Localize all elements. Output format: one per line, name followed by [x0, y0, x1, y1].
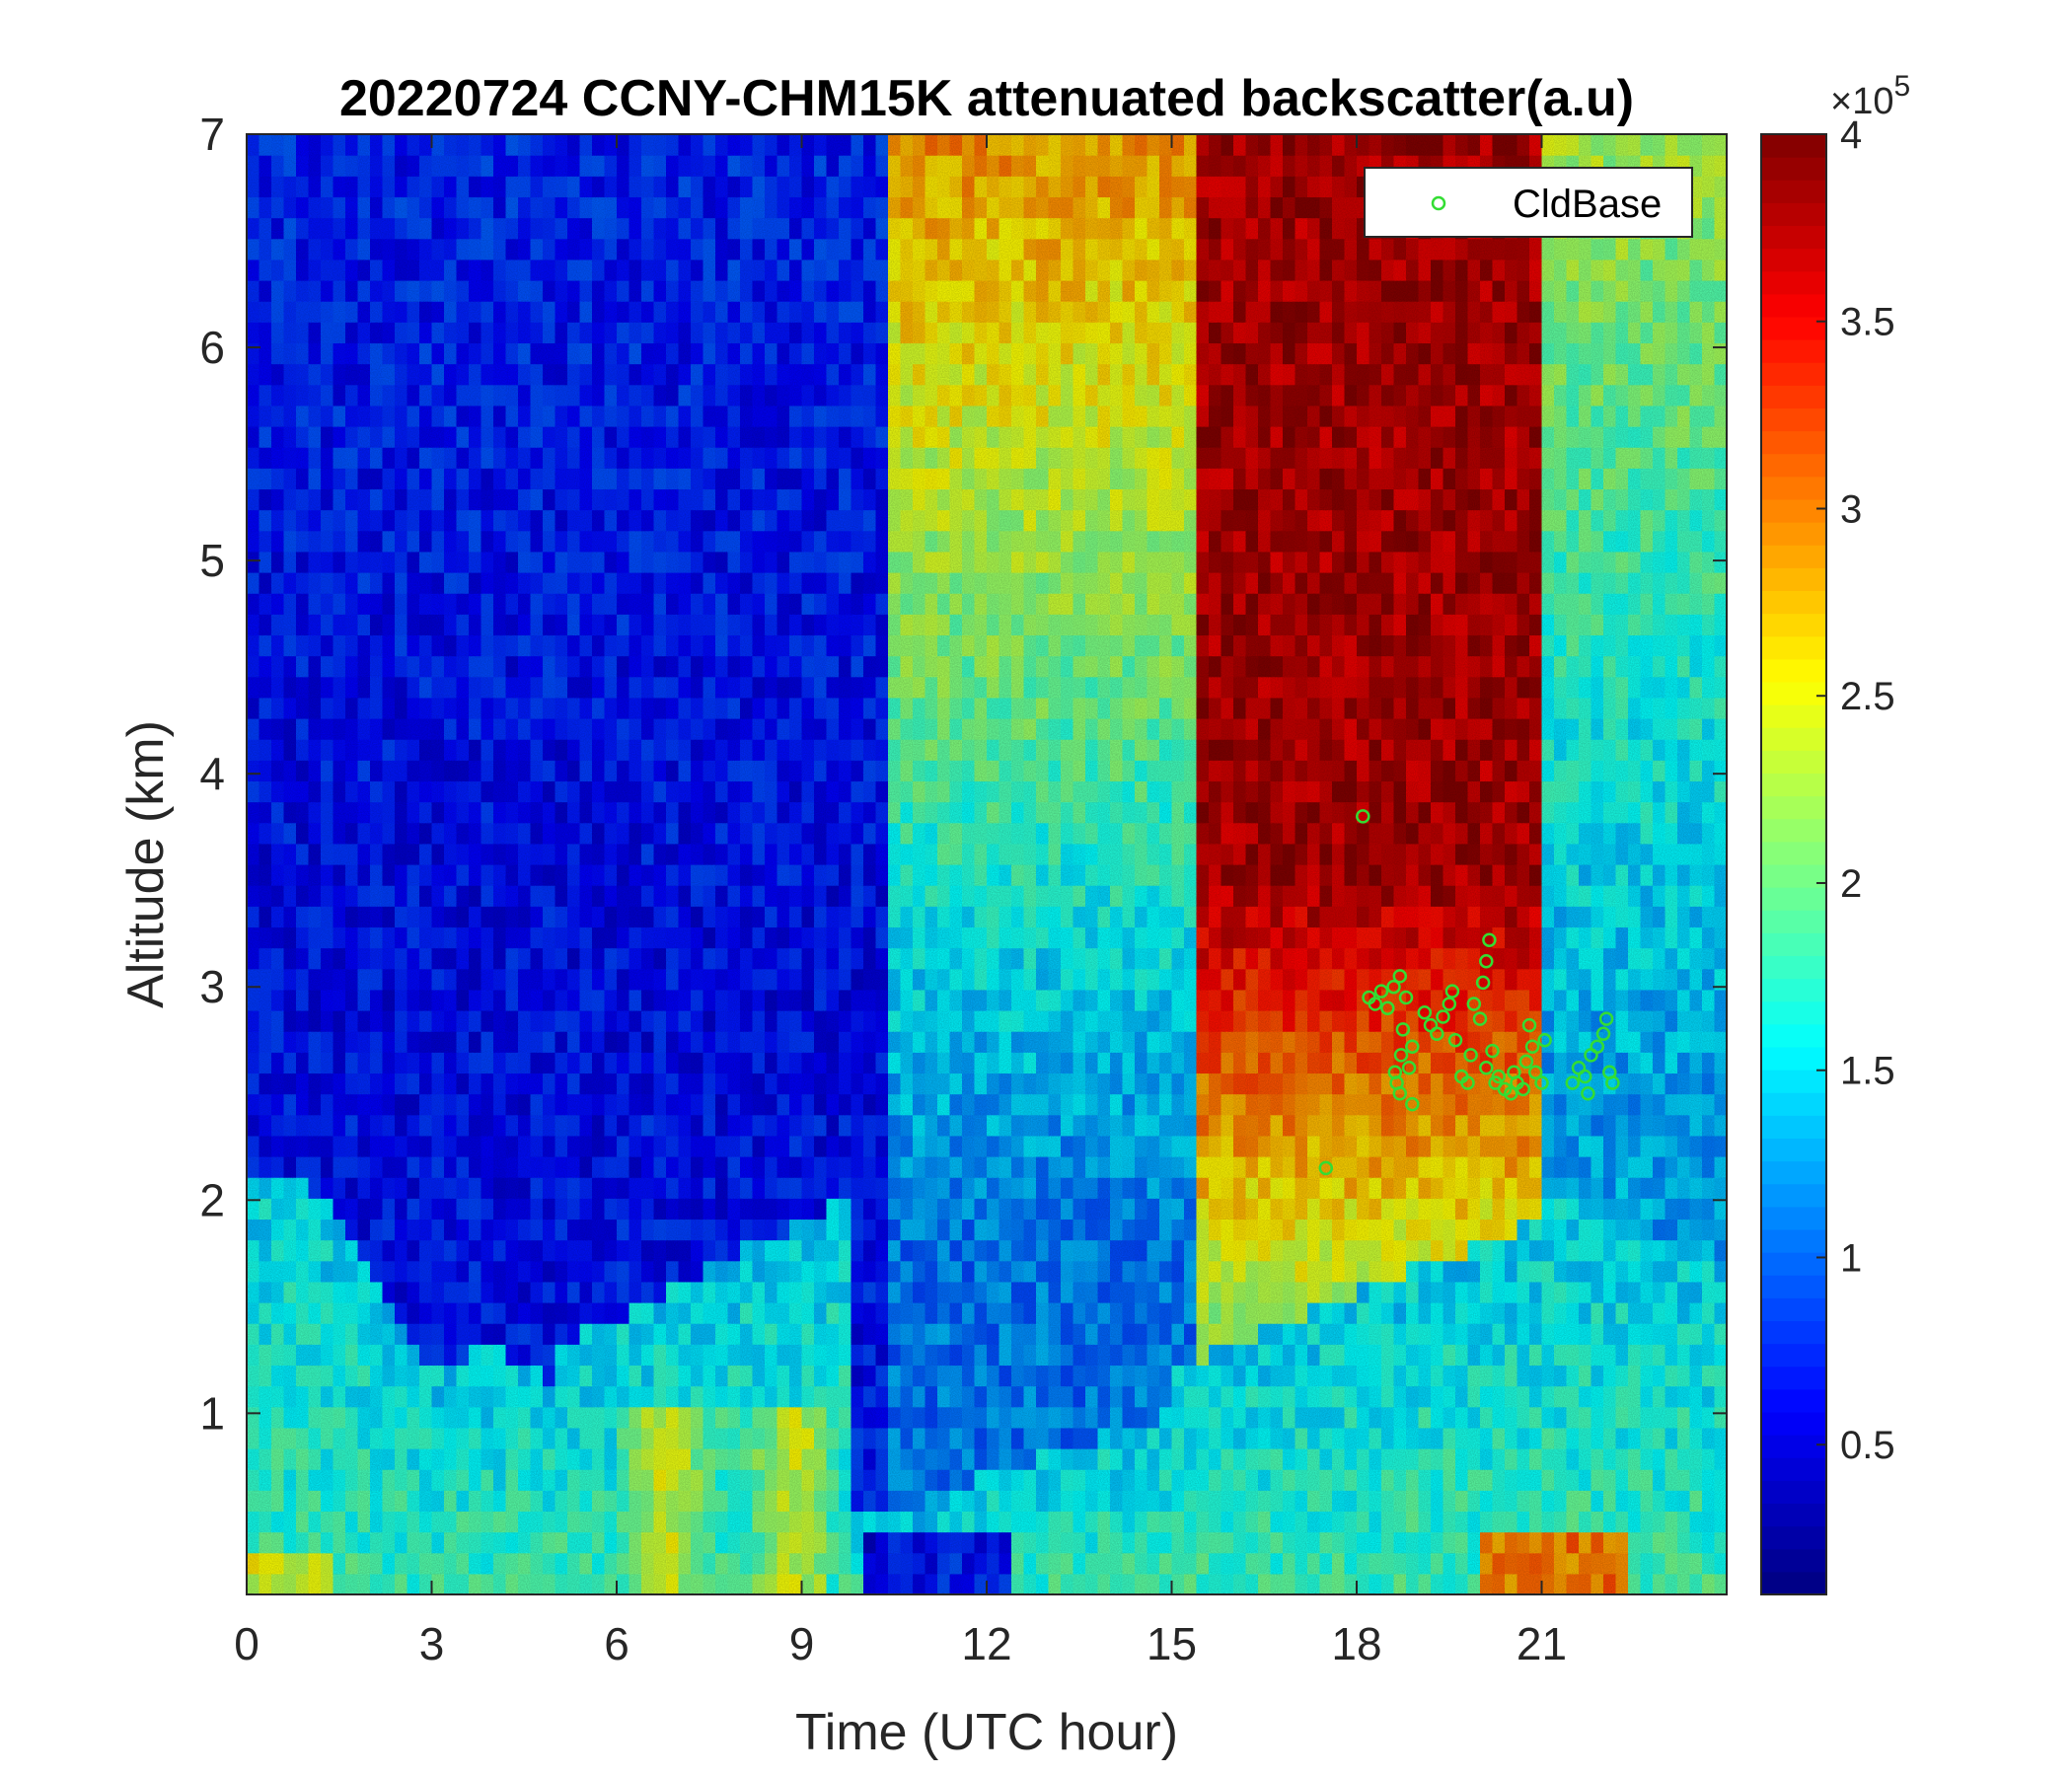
chart-title: 20220724 CCNY-CHM15K attenuated backscat… [339, 70, 1634, 127]
